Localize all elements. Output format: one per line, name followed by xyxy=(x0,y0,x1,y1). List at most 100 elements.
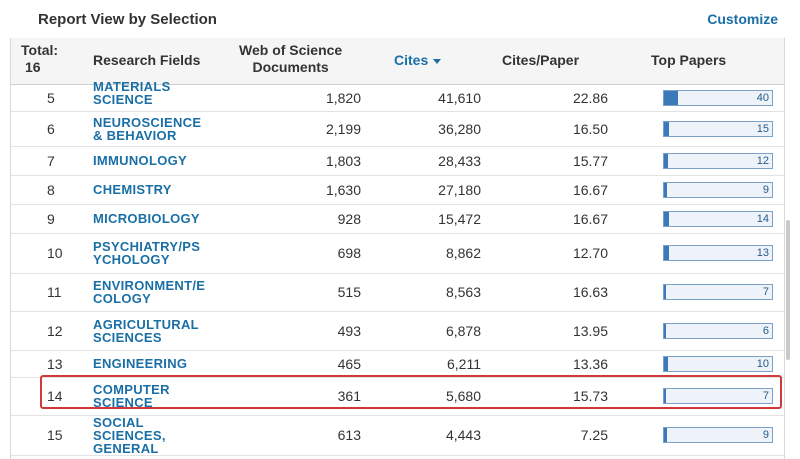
research-field-link[interactable]: MICROBIOLOGY xyxy=(93,212,233,225)
research-field-line: COMPUTER xyxy=(93,382,170,397)
wos-documents-value: 1,630 xyxy=(325,181,361,198)
top-papers-bar[interactable]: 40 xyxy=(663,89,773,106)
research-field-link[interactable]: IMMUNOLOGY xyxy=(93,154,233,167)
cites-value: 27,180 xyxy=(438,181,481,198)
research-field-link[interactable]: ENGINEERING xyxy=(93,357,233,370)
column-header-cites-per-paper[interactable]: Cites/Paper xyxy=(502,52,580,68)
cites-value: 8,862 xyxy=(445,245,481,261)
docs-header-line2: Documents xyxy=(252,59,329,75)
top-papers-count: 13 xyxy=(756,247,769,259)
research-field-line: SCIENCES, xyxy=(93,427,166,443)
report-header-bar: Report View by Selection Customize xyxy=(0,0,800,38)
top-papers-bar-fill xyxy=(664,323,666,338)
top-papers-bar[interactable]: 7 xyxy=(663,284,773,300)
table-right-border xyxy=(784,38,785,459)
top-papers-bar[interactable]: 14 xyxy=(663,210,773,227)
wos-documents-value: 698 xyxy=(337,245,361,261)
cites-per-paper-value: 15.77 xyxy=(572,152,608,169)
research-field-link[interactable]: SOCIAL SCIENCES, GENERAL xyxy=(93,416,233,455)
research-field-link[interactable]: NEUROSCIENCE & BEHAVIOR xyxy=(93,116,233,142)
research-field-line: GENERAL xyxy=(93,440,159,456)
cites-value: 41,610 xyxy=(438,89,481,106)
column-header-top-papers[interactable]: Top Papers xyxy=(651,52,727,68)
research-field-line: & BEHAVIOR xyxy=(93,127,177,143)
table-row: 15 SOCIAL SCIENCES, GENERAL 613 4,443 7.25 9 xyxy=(11,415,784,456)
column-header-research-fields[interactable]: Research Fields xyxy=(93,52,201,68)
top-papers-bar-fill xyxy=(664,246,669,260)
cites-per-paper-value: 15.73 xyxy=(572,388,608,404)
top-papers-bar-fill xyxy=(664,121,669,136)
top-papers-bar-fill xyxy=(664,389,666,403)
research-field-link[interactable]: ENVIRONMENT/E COLOGY xyxy=(93,279,233,305)
research-field-line: SOCIAL xyxy=(93,414,144,430)
cites-value: 15,472 xyxy=(438,210,481,227)
row-rank: 8 xyxy=(47,181,55,198)
table-row: 12 AGRICULTURAL SCIENCES 493 6,878 13.95 6 xyxy=(11,311,784,351)
cites-header-label: Cites xyxy=(394,52,429,68)
wos-documents-value: 493 xyxy=(337,322,361,339)
research-field-line: SCIENCE xyxy=(93,395,153,410)
research-field-line: IMMUNOLOGY xyxy=(93,153,187,168)
research-field-link[interactable]: PSYCHIATRY/PS YCHOLOGY xyxy=(93,240,233,266)
row-rank: 7 xyxy=(47,152,55,169)
top-papers-bar[interactable]: 13 xyxy=(663,245,773,261)
cites-value: 36,280 xyxy=(438,120,481,137)
top-papers-count: 6 xyxy=(762,324,769,337)
wos-documents-value: 361 xyxy=(337,388,361,404)
docs-header-line1: Web of Science xyxy=(239,42,343,58)
cites-per-paper-value: 16.50 xyxy=(572,120,608,137)
top-papers-count: 7 xyxy=(762,286,769,298)
cites-per-paper-value: 16.67 xyxy=(572,210,608,227)
cites-per-paper-value: 22.86 xyxy=(572,89,608,106)
row-rank: 14 xyxy=(47,388,63,404)
column-header-wos-documents[interactable]: Web of Science Documents xyxy=(239,42,342,76)
research-field-link[interactable]: COMPUTER SCIENCE xyxy=(93,383,233,409)
top-papers-count: 9 xyxy=(762,183,769,196)
research-field-line: ENVIRONMENT/E xyxy=(93,278,206,293)
research-field-link[interactable]: CHEMISTRY xyxy=(93,183,233,196)
top-papers-bar[interactable]: 9 xyxy=(663,427,773,443)
wos-documents-value: 613 xyxy=(337,427,361,443)
top-papers-bar[interactable]: 7 xyxy=(663,388,773,404)
table-left-border xyxy=(10,38,11,459)
research-field-line: COLOGY xyxy=(93,291,152,306)
cites-value: 5,680 xyxy=(445,388,481,404)
row-rank: 6 xyxy=(47,120,55,137)
sort-descending-icon xyxy=(433,58,442,64)
top-papers-bar[interactable]: 9 xyxy=(663,181,773,198)
table-row: 8 CHEMISTRY 1,630 27,180 16.67 9 xyxy=(11,175,784,205)
cites-per-paper-value: 12.70 xyxy=(572,245,608,261)
top-papers-bar-fill xyxy=(664,211,669,226)
top-papers-bar[interactable]: 12 xyxy=(663,152,773,169)
row-rank: 12 xyxy=(47,322,63,339)
top-papers-bar[interactable]: 10 xyxy=(663,355,773,372)
top-papers-bar-fill xyxy=(664,90,678,105)
cites-value: 8,563 xyxy=(445,284,481,300)
table-row: 11 ENVIRONMENT/E COLOGY 515 8,563 16.63 7 xyxy=(11,273,784,312)
customize-link[interactable]: Customize xyxy=(707,11,778,27)
table-row: 13 ENGINEERING 465 6,211 13.36 10 xyxy=(11,350,784,378)
top-papers-bar-fill xyxy=(664,153,668,168)
research-field-line: MICROBIOLOGY xyxy=(93,211,200,226)
research-field-line: PSYCHIATRY/PS xyxy=(93,239,201,254)
cites-per-paper-value: 13.36 xyxy=(572,355,608,372)
top-papers-count: 12 xyxy=(756,154,769,167)
research-field-link[interactable]: AGRICULTURAL SCIENCES xyxy=(93,318,233,344)
row-rank: 15 xyxy=(47,427,63,443)
scrollbar-thumb[interactable] xyxy=(786,220,790,360)
top-papers-bar[interactable]: 6 xyxy=(663,322,773,339)
wos-documents-value: 2,199 xyxy=(325,120,361,137)
wos-documents-value: 1,820 xyxy=(325,89,361,106)
column-header-cites[interactable]: Cites xyxy=(394,52,442,69)
research-field-line: NEUROSCIENCE xyxy=(93,114,202,130)
row-rank: 9 xyxy=(47,210,55,227)
wos-documents-value: 515 xyxy=(337,284,361,300)
table-header: Total: 16 Research Fields Web of Science… xyxy=(11,38,784,85)
research-field-link[interactable]: MATERIALS SCIENCE xyxy=(93,80,233,106)
cites-per-paper-value: 13.95 xyxy=(572,322,608,339)
research-field-line: MATERIALS xyxy=(93,79,171,94)
top-papers-count: 15 xyxy=(756,122,769,135)
research-field-line: YCHOLOGY xyxy=(93,252,170,267)
top-papers-bar[interactable]: 15 xyxy=(663,120,773,137)
wos-documents-value: 928 xyxy=(337,210,361,227)
